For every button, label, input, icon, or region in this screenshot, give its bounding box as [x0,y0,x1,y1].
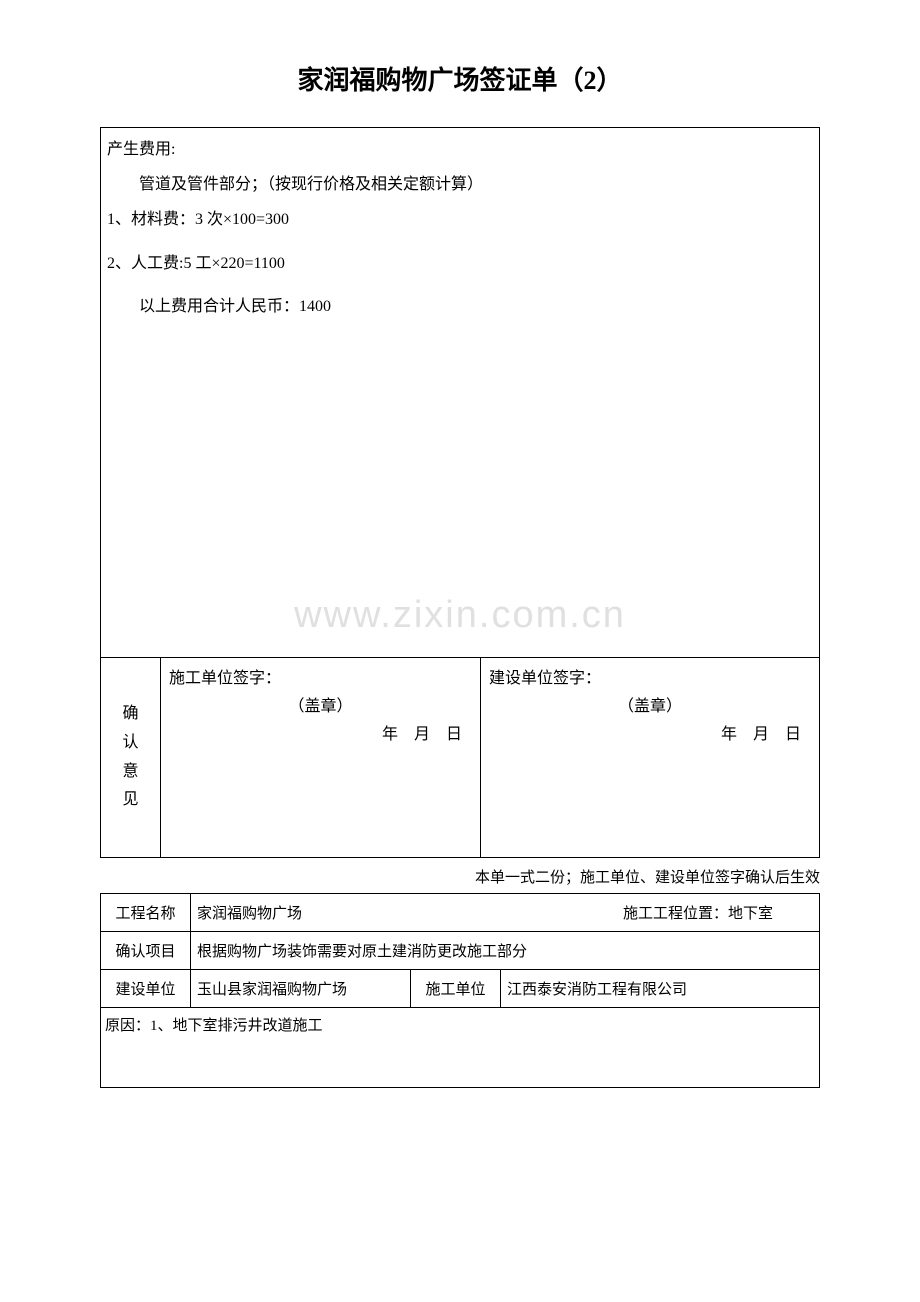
confirm-item: 根据购物广场装饰需要对原土建消防更改施工部分 [191,932,820,970]
contractor-label: 施工单位 [411,970,501,1008]
project-name-cell: 家润福购物广场 施工工程位置：地下室 [191,894,820,932]
construction-sign-title: 施工单位签字： [169,664,472,688]
confirm-char-3: 意 [103,758,158,787]
construction-sign-cell: 施工单位签字： （盖章） 年 月 日 [161,658,481,858]
construction-date: 年 月 日 [169,720,472,744]
watermark: www.zixin.com.cn [294,594,626,637]
cost-header: 产生费用: [107,132,813,167]
confirm-label-cell: 确 认 意 见 [101,658,161,858]
owner-value: 玉山县家润福购物广场 [191,970,411,1008]
owner-sign-cell: 建设单位签字： （盖章） 年 月 日 [481,658,820,858]
reason-cell: 原因：1、地下室排污井改道施工 [101,1008,820,1088]
confirm-item-label: 确认项目 [101,932,191,970]
document-title: 家润福购物广场签证单（2） [100,60,820,97]
confirm-char-2: 认 [103,729,158,758]
confirm-char-4: 见 [103,786,158,815]
contractor-value: 江西泰安消防工程有限公司 [501,970,820,1008]
owner-stamp: （盖章） [489,692,811,716]
project-name: 家润福购物广场 [197,906,302,922]
info-table: 工程名称 家润福购物广场 施工工程位置：地下室 确认项目 根据购物广场装饰需要对… [100,893,820,1088]
construction-stamp: （盖章） [169,692,472,716]
footer-note: 本单一式二份；施工单位、建设单位签字确认后生效 [100,866,820,887]
owner-label: 建设单位 [101,970,191,1008]
confirm-char-1: 确 [103,700,158,729]
cost-total: 以上费用合计人民币：1400 [107,289,813,324]
cost-item2: 2、人工费:5 工×220=1100 [107,246,813,281]
cost-section: 产生费用: 管道及管件部分；（按现行价格及相关定额计算） 1、材料费：3 次×1… [101,128,820,658]
owner-date: 年 月 日 [489,720,811,744]
project-name-label: 工程名称 [101,894,191,932]
cost-item1: 1、材料费：3 次×100=300 [107,202,813,237]
owner-sign-title: 建设单位签字： [489,664,811,688]
main-table: 产生费用: 管道及管件部分；（按现行价格及相关定额计算） 1、材料费：3 次×1… [100,127,820,858]
project-location: 施工工程位置：地下室 [623,902,773,923]
cost-line1: 管道及管件部分；（按现行价格及相关定额计算） [107,167,813,202]
